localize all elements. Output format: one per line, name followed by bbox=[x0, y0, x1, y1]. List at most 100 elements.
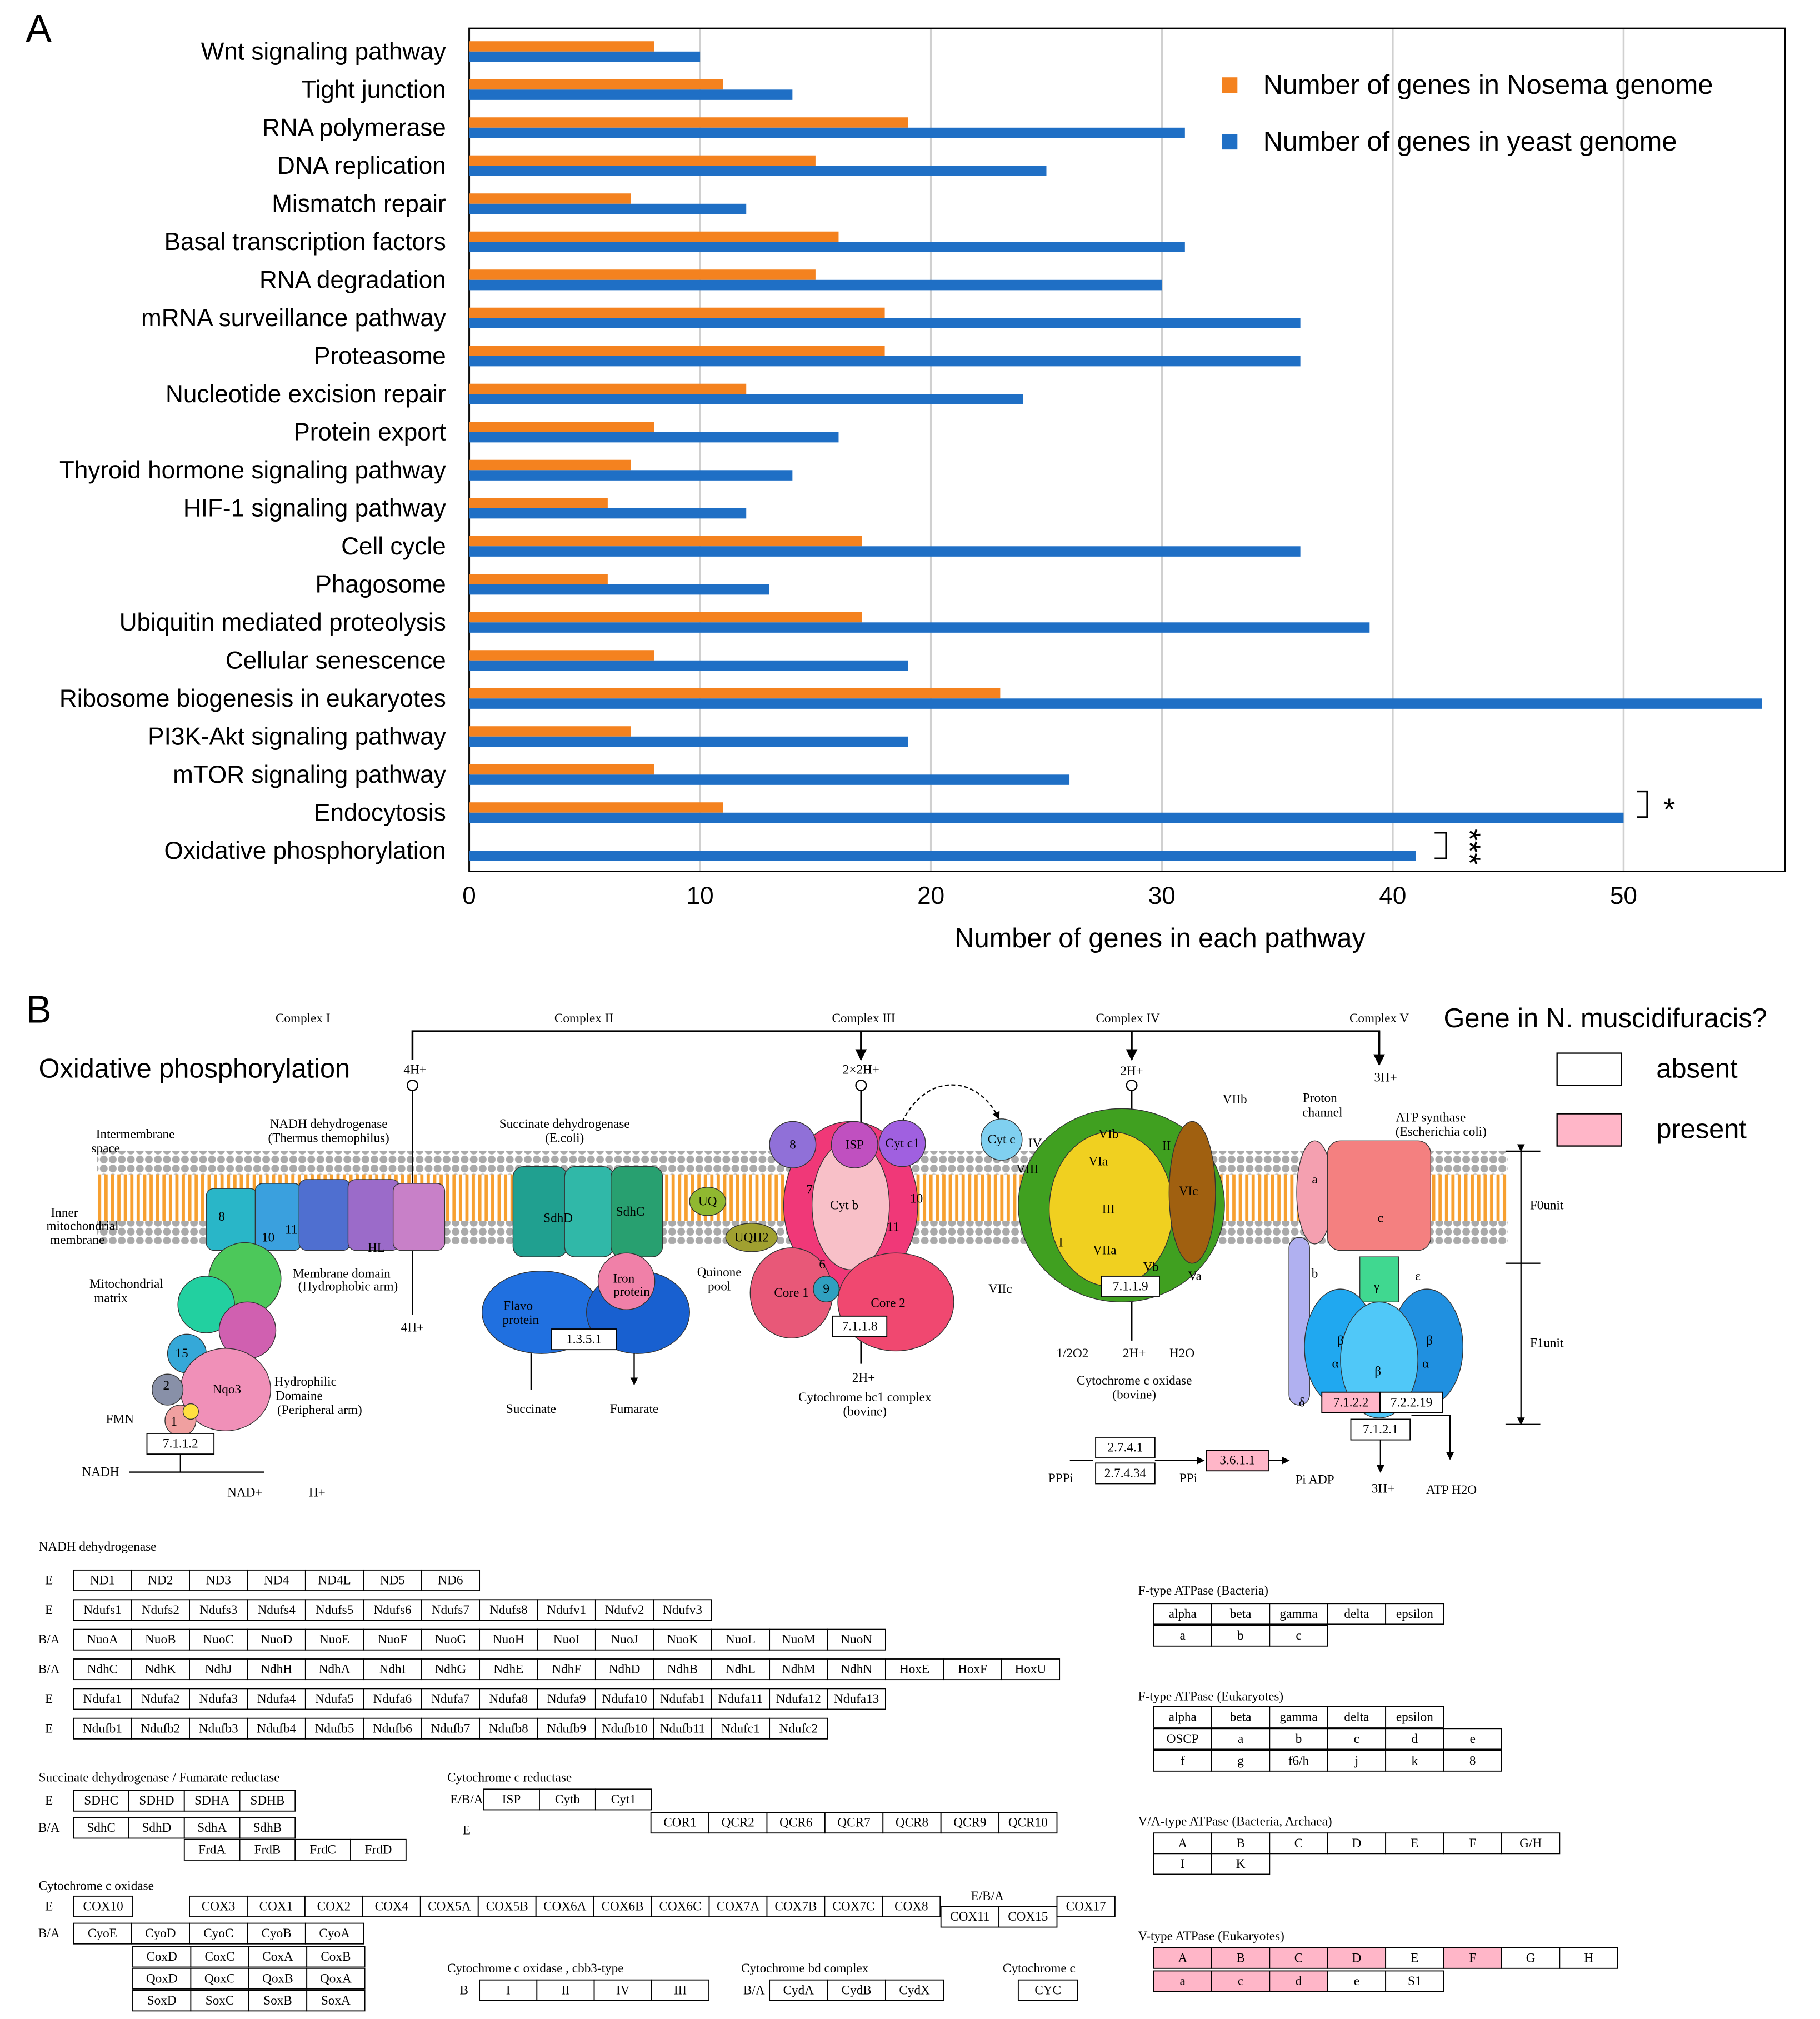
gene-cell bbox=[306, 1990, 366, 2012]
gene-label: NdhB bbox=[667, 1662, 698, 1677]
gene-cell bbox=[1385, 1706, 1444, 1728]
gene-label: NuoC bbox=[203, 1632, 234, 1647]
gene-label: HoxF bbox=[958, 1662, 987, 1677]
gene-cell bbox=[1443, 1750, 1502, 1772]
row-prefix: B/A bbox=[38, 1632, 60, 1647]
bar bbox=[469, 546, 1301, 557]
diagram-label: membrane bbox=[50, 1233, 104, 1247]
gene-label: NdhI bbox=[379, 1662, 406, 1677]
gene-cell bbox=[1443, 1728, 1502, 1750]
diagram-label: (bovine) bbox=[1112, 1387, 1156, 1402]
diagram-label: Complex IV bbox=[1096, 1011, 1160, 1026]
gene-label: Ndufs2 bbox=[142, 1603, 179, 1617]
gene-label: epsilon bbox=[1396, 1710, 1433, 1724]
bar bbox=[469, 498, 608, 508]
gene-label: COX5B bbox=[486, 1899, 528, 1913]
gene-cell bbox=[711, 1658, 771, 1681]
gene-cell bbox=[1385, 1832, 1444, 1855]
gene-label: Cyt1 bbox=[611, 1792, 636, 1807]
gene-cell bbox=[1385, 1947, 1444, 1969]
gene-label: HoxU bbox=[1015, 1662, 1047, 1677]
gene-cell bbox=[1269, 1750, 1328, 1772]
bar bbox=[469, 622, 1370, 633]
table-title: Succinate dehydrogenase / Fumarate reduc… bbox=[39, 1770, 280, 1785]
gene-cell bbox=[248, 1967, 308, 1990]
gene-label: CyoC bbox=[203, 1926, 233, 1941]
gene-cell bbox=[247, 1717, 306, 1740]
diagram-label: α bbox=[1332, 1357, 1339, 1371]
diagram-label: Va bbox=[1188, 1269, 1202, 1283]
diagram-label: α bbox=[1422, 1357, 1429, 1371]
bar bbox=[469, 508, 747, 519]
gene-label: NuoL bbox=[726, 1632, 756, 1647]
diagram-label: Inner bbox=[51, 1206, 78, 1220]
diagram-label: b bbox=[1312, 1266, 1318, 1281]
bar bbox=[469, 459, 631, 471]
gene-cell bbox=[189, 1895, 248, 1917]
enzyme-box bbox=[146, 1433, 215, 1455]
gene-label: delta bbox=[1344, 1607, 1369, 1621]
gene-label: Ndufa3 bbox=[199, 1692, 238, 1706]
gene-label: QoxB bbox=[262, 1971, 293, 1986]
gene-label: Ndufs3 bbox=[199, 1603, 237, 1617]
gene-label: 8 bbox=[1469, 1753, 1476, 1768]
gene-cell bbox=[239, 1790, 296, 1812]
diagram-label: Cyt c bbox=[988, 1132, 1016, 1147]
bar bbox=[469, 698, 1762, 709]
gene-label: NuoM bbox=[782, 1632, 816, 1647]
gene-label: NdhH bbox=[261, 1662, 292, 1677]
gene-cell bbox=[1327, 1947, 1387, 1969]
gene-label: ND4 bbox=[264, 1573, 289, 1587]
bar bbox=[469, 318, 1301, 328]
legend-swatch bbox=[1556, 1113, 1622, 1147]
diagram-label: c bbox=[1378, 1211, 1383, 1226]
gene-label: Ndufb1 bbox=[83, 1721, 122, 1736]
diagram-label: 1/2O2 bbox=[1056, 1346, 1088, 1361]
y-tick-label: Basal transcription factors bbox=[164, 228, 446, 256]
gene-label: Ndufa11 bbox=[718, 1692, 763, 1706]
bar bbox=[469, 812, 1624, 823]
gene-label: SoxA bbox=[321, 1993, 351, 2008]
gene-label: COX5A bbox=[428, 1899, 471, 1913]
x-tick-label: 30 bbox=[1148, 882, 1176, 909]
gene-label: D bbox=[1352, 1836, 1362, 1851]
diagram-label: Mitochondrial bbox=[89, 1277, 163, 1291]
row-prefix: E bbox=[45, 1573, 53, 1587]
diagram-label: ATP synthase bbox=[1396, 1111, 1466, 1125]
legend-label: Number of genes in yeast genome bbox=[1263, 127, 1677, 157]
diagram-label: Core 2 bbox=[871, 1296, 905, 1311]
gene-label: NuoA bbox=[87, 1632, 118, 1647]
gene-label: SDHA bbox=[194, 1793, 229, 1808]
y-tick-label: Thyroid hormone signaling pathway bbox=[59, 457, 446, 484]
gene-label: Ndufs8 bbox=[489, 1603, 527, 1617]
gene-label: QCR2 bbox=[722, 1816, 754, 1830]
bar-chart: 0 10 20 30 40 50 Wnt signaling pathway Tight ju… bbox=[59, 27, 1786, 953]
diagram-label: VIb bbox=[1098, 1127, 1118, 1142]
gene-label: d bbox=[1296, 1974, 1302, 1988]
gene-label: Ndufv3 bbox=[663, 1603, 702, 1617]
x-tick-label: 10 bbox=[687, 882, 714, 909]
gene-cell bbox=[594, 1599, 654, 1621]
gene-cell bbox=[294, 1838, 351, 1861]
gene-label: Cytb bbox=[555, 1792, 580, 1807]
gene-label: COX6A bbox=[543, 1899, 587, 1913]
table-title: F-type ATPase (Eukaryotes) bbox=[1138, 1689, 1283, 1703]
gene-cell bbox=[884, 1658, 944, 1681]
gene-label: COR1 bbox=[663, 1816, 696, 1830]
enzyme-box bbox=[551, 1328, 617, 1351]
gene-cell bbox=[1385, 1750, 1444, 1772]
gene-label: Ndufb6 bbox=[373, 1721, 412, 1736]
gene-cell bbox=[769, 1628, 828, 1651]
gene-label: b bbox=[1237, 1628, 1244, 1643]
gene-cell bbox=[594, 1628, 654, 1651]
gene-label: NdhA bbox=[319, 1662, 351, 1677]
table-title: Cytochrome c bbox=[1003, 1961, 1076, 1976]
gene-cell bbox=[651, 1979, 709, 2001]
enzyme-box bbox=[832, 1315, 888, 1337]
x-tick-label: 0 bbox=[462, 882, 476, 909]
enzyme-box bbox=[1095, 1437, 1156, 1458]
gene-cell bbox=[766, 1895, 826, 1917]
gene-label: OSCP bbox=[1167, 1732, 1199, 1746]
gene-label: delta bbox=[1344, 1710, 1369, 1724]
